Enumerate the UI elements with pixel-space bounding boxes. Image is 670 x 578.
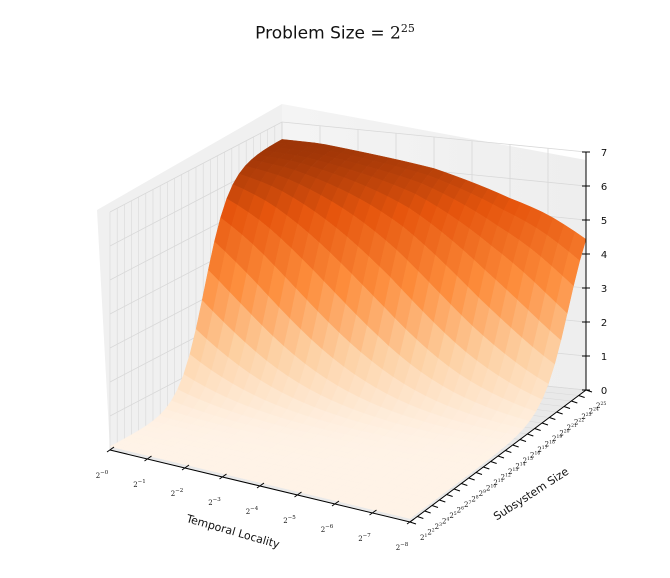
y-tick — [541, 422, 549, 426]
x-tick-label: 2−6 — [321, 524, 334, 534]
y-tick-label: 22 — [427, 528, 434, 537]
axes: 2−02−12−22−32−42−52−62−72−821 22 23 24 25 26 2… — [96, 148, 607, 552]
y-tick-label: 223 — [581, 412, 591, 421]
x-tick — [144, 455, 152, 462]
x-tick-label: 2−3 — [208, 497, 221, 507]
x-tick-label: 2−0 — [96, 470, 109, 480]
y-tick-label: 221 — [567, 423, 577, 432]
y-tick — [578, 395, 585, 398]
y-tick — [549, 417, 556, 420]
y-tick — [431, 505, 439, 508]
y-tick — [417, 516, 424, 519]
y-tick — [446, 494, 453, 497]
x-tick — [181, 464, 190, 471]
z-tick-label: 2 — [601, 318, 607, 329]
y-tick-label: 225 — [596, 401, 606, 410]
z-tick-label: 6 — [601, 182, 607, 193]
y-tick-label: 224 — [589, 407, 599, 416]
y-tick-label: 212 — [501, 473, 511, 482]
y-tick — [497, 455, 505, 459]
x-tick — [369, 509, 377, 516]
y-tick-label: 217 — [537, 445, 547, 454]
y-tick — [505, 450, 512, 453]
y-tick-label: 29 — [479, 489, 486, 498]
y-tick-label: 222 — [574, 418, 584, 427]
y-tick — [468, 477, 475, 481]
y-tick-label: 216 — [530, 451, 540, 460]
y-tick — [527, 433, 534, 437]
chart-title: Problem Size = 225 — [0, 22, 670, 44]
y-tick — [563, 406, 571, 409]
y-tick — [534, 428, 541, 431]
y-tick — [519, 439, 527, 442]
y-tick — [571, 400, 578, 404]
y-tick-label: 213 — [508, 467, 518, 476]
title-exponent: 25 — [400, 22, 415, 35]
y-tick-label: 25 — [449, 511, 456, 520]
z-tick-label: 4 — [601, 250, 607, 261]
y-tick-label: 220 — [559, 429, 569, 438]
x-tick — [219, 473, 227, 480]
y-tick-label: 218 — [545, 440, 555, 449]
y-tick — [512, 444, 519, 448]
y-tick — [556, 411, 563, 415]
x-axis-label: Temporal Locality — [184, 512, 282, 551]
y-tick — [439, 499, 446, 503]
x-tick — [331, 500, 340, 507]
y-tick — [483, 466, 490, 470]
z-tick-label: 7 — [601, 148, 607, 159]
x-tick — [256, 482, 265, 489]
y-tick-label: 215 — [523, 456, 533, 465]
x-tick — [106, 446, 115, 453]
z-tick-label: 3 — [601, 284, 607, 295]
y-tick — [475, 472, 483, 475]
y-tick — [424, 510, 431, 514]
y-tick-label: 24 — [442, 517, 449, 526]
y-tick-label: 219 — [552, 434, 562, 443]
z-tick-label: 0 — [601, 386, 607, 397]
y-tick — [453, 488, 461, 492]
surface-patch — [398, 511, 417, 519]
y-tick-label: 21 — [420, 533, 427, 542]
y-tick — [490, 461, 497, 464]
x-tick-label: 2−2 — [171, 488, 184, 498]
y-tick-label: 210 — [486, 484, 496, 493]
y-tick-label: 27 — [464, 500, 471, 509]
x-tick — [294, 491, 302, 498]
y-tick-label: 28 — [471, 495, 478, 504]
y-tick-label: 214 — [515, 462, 525, 471]
y-tick-label: 23 — [435, 522, 442, 531]
y-tick-label: 211 — [493, 478, 503, 487]
z-tick-label: 1 — [601, 352, 607, 363]
x-tick-label: 2−4 — [246, 506, 259, 516]
x-tick-label: 2−5 — [283, 515, 296, 525]
title-base: 2 — [390, 23, 401, 44]
x-tick-label: 2−8 — [396, 542, 409, 552]
y-tick — [409, 521, 417, 525]
surface-mesh — [109, 139, 587, 519]
x-tick-label: 2−1 — [133, 479, 146, 489]
x-tick — [406, 518, 415, 525]
grid-line-z — [109, 121, 587, 213]
title-prefix: Problem Size = — [255, 23, 391, 44]
y-tick-label: 26 — [457, 506, 464, 515]
z-tick-label: 5 — [601, 216, 607, 227]
y-tick — [461, 483, 468, 486]
x-tick-label: 2−7 — [358, 533, 371, 543]
